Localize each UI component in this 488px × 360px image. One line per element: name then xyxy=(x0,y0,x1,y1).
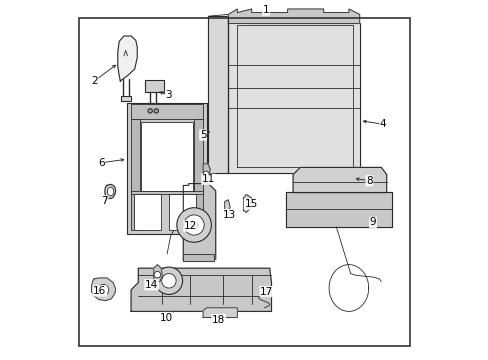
Bar xyxy=(131,191,203,194)
Bar xyxy=(141,122,193,191)
Text: 10: 10 xyxy=(159,312,172,323)
Text: 1: 1 xyxy=(262,5,269,15)
Text: 3: 3 xyxy=(165,90,172,100)
Circle shape xyxy=(154,109,158,113)
Polygon shape xyxy=(285,192,391,227)
Text: 15: 15 xyxy=(244,199,257,209)
Ellipse shape xyxy=(107,187,114,196)
Text: 7: 7 xyxy=(102,196,108,206)
Circle shape xyxy=(190,221,197,229)
Text: 14: 14 xyxy=(145,280,158,290)
Circle shape xyxy=(155,267,182,294)
Text: 12: 12 xyxy=(183,221,197,231)
Polygon shape xyxy=(243,194,253,212)
Circle shape xyxy=(177,208,211,242)
Bar xyxy=(168,194,196,230)
Circle shape xyxy=(154,271,160,278)
Polygon shape xyxy=(183,254,213,261)
Text: 2: 2 xyxy=(91,76,98,86)
Bar xyxy=(145,80,164,92)
Bar xyxy=(194,119,203,230)
Polygon shape xyxy=(228,9,359,23)
Polygon shape xyxy=(208,16,228,173)
Text: 4: 4 xyxy=(379,119,386,129)
Polygon shape xyxy=(118,36,137,81)
Text: 11: 11 xyxy=(202,174,215,184)
Polygon shape xyxy=(153,265,162,283)
Bar xyxy=(131,119,140,230)
Text: 18: 18 xyxy=(211,315,225,325)
Polygon shape xyxy=(91,278,115,301)
Text: 9: 9 xyxy=(369,217,376,228)
Bar xyxy=(131,104,203,119)
Circle shape xyxy=(183,215,204,235)
Polygon shape xyxy=(131,268,271,311)
Polygon shape xyxy=(228,16,359,173)
Bar xyxy=(127,103,206,234)
Circle shape xyxy=(203,171,208,176)
Bar xyxy=(121,96,130,101)
Text: 13: 13 xyxy=(223,210,236,220)
Polygon shape xyxy=(224,200,230,214)
Text: 6: 6 xyxy=(98,158,104,168)
Polygon shape xyxy=(104,184,115,199)
Polygon shape xyxy=(183,184,215,261)
Text: 17: 17 xyxy=(260,287,273,297)
Circle shape xyxy=(98,284,108,295)
Polygon shape xyxy=(203,308,237,318)
Polygon shape xyxy=(292,167,386,193)
Bar xyxy=(134,194,161,230)
Circle shape xyxy=(148,109,152,113)
Text: 5: 5 xyxy=(200,130,206,140)
Polygon shape xyxy=(203,164,210,182)
Text: 8: 8 xyxy=(366,176,372,186)
Text: 16: 16 xyxy=(93,286,106,296)
Circle shape xyxy=(162,274,176,288)
